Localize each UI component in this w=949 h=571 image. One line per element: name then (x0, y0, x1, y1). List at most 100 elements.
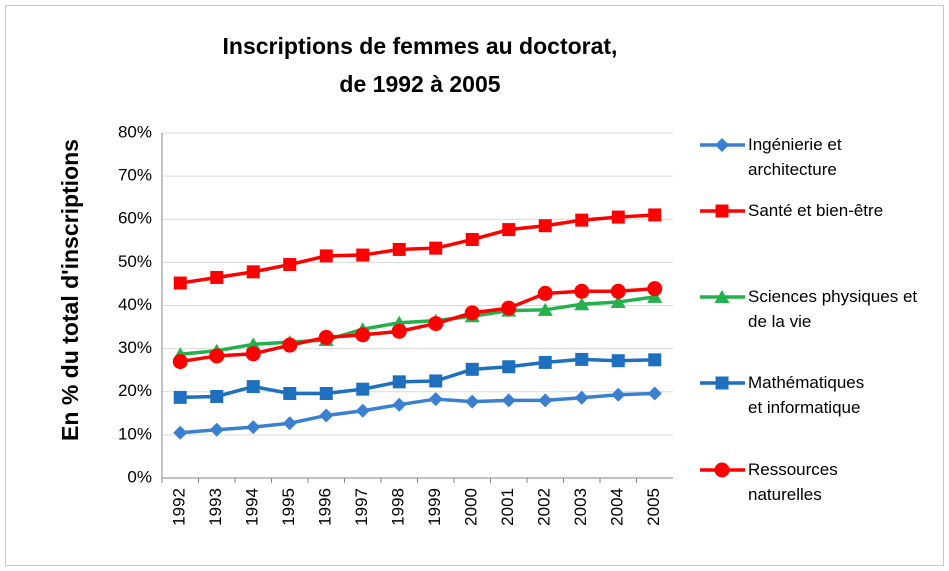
chart-title: de 1992 à 2005 (339, 71, 500, 97)
legend-label: Mathématiques et informatique (748, 373, 865, 417)
marker (209, 422, 224, 437)
marker (648, 208, 662, 222)
chart-title: Inscriptions de femmes au doctorat, (223, 33, 618, 59)
marker (429, 374, 443, 388)
y-tick-label: 30% (118, 338, 152, 357)
marker (610, 295, 626, 309)
marker (574, 297, 590, 311)
y-tick-label: 80% (118, 122, 152, 141)
x-tick-label: 2004 (608, 488, 627, 526)
marker (715, 138, 729, 152)
x-tick-label: 1997 (352, 488, 371, 526)
marker (647, 289, 663, 303)
marker (465, 394, 480, 409)
marker (714, 290, 730, 303)
marker (537, 285, 553, 301)
marker (538, 219, 552, 233)
x-tick-label: 1993 (206, 488, 225, 526)
marker (647, 386, 662, 401)
y-tick-label: 60% (118, 209, 152, 228)
marker (172, 354, 188, 370)
x-tick-label: 2003 (571, 488, 590, 526)
x-tick-label: 1996 (316, 488, 335, 526)
legend-label: Santé et bien-être (748, 201, 884, 220)
marker (502, 223, 516, 237)
marker (355, 403, 370, 418)
marker (392, 375, 406, 389)
marker (282, 337, 298, 353)
y-tick-label: 40% (118, 295, 152, 314)
marker (611, 210, 625, 224)
marker (173, 390, 187, 404)
marker (282, 416, 297, 431)
marker (429, 241, 443, 255)
marker (392, 242, 406, 256)
x-tick-label: 2001 (498, 488, 517, 526)
legend-label: Sciences physiques et de la vie (748, 287, 918, 331)
y-tick-label: 70% (118, 166, 152, 185)
marker (574, 283, 590, 299)
series-line (180, 295, 655, 356)
marker (356, 248, 370, 262)
marker (648, 353, 662, 367)
marker (610, 283, 626, 299)
marker (319, 386, 333, 400)
marker (714, 462, 730, 478)
y-tick-label: 0% (127, 467, 152, 486)
marker (392, 397, 407, 412)
marker (538, 355, 552, 369)
marker (465, 233, 479, 247)
marker (319, 249, 333, 263)
marker (538, 393, 553, 408)
x-tick-label: 2002 (535, 488, 554, 526)
marker (428, 316, 444, 332)
marker (715, 376, 729, 390)
marker (283, 386, 297, 400)
legend-label: Ingénierie et architecture (748, 135, 842, 179)
marker (501, 300, 517, 316)
marker (574, 390, 589, 405)
y-tick-label: 20% (118, 381, 152, 400)
marker (210, 270, 224, 284)
marker (283, 258, 297, 272)
marker (715, 204, 729, 218)
x-tick-label: 1992 (170, 488, 189, 526)
marker (355, 327, 371, 343)
x-tick-label: 1995 (279, 488, 298, 526)
marker (246, 380, 260, 394)
marker (465, 362, 479, 376)
marker (501, 393, 516, 408)
marker (464, 305, 480, 321)
marker (575, 352, 589, 366)
legend-label: Ressources naturelles (748, 460, 838, 504)
marker (210, 389, 224, 403)
marker (173, 425, 188, 440)
marker (246, 420, 261, 435)
x-tick-label: 1994 (243, 488, 262, 526)
x-tick-label: 2005 (644, 488, 663, 526)
marker (318, 329, 334, 345)
marker (537, 302, 553, 316)
marker (611, 387, 626, 402)
x-tick-label: 1999 (425, 488, 444, 526)
marker (356, 382, 370, 396)
marker (246, 265, 260, 279)
marker (245, 346, 261, 362)
marker (319, 408, 334, 423)
marker (245, 337, 261, 351)
marker (502, 360, 516, 374)
marker (428, 392, 443, 407)
marker (173, 276, 187, 290)
x-tick-label: 2000 (462, 488, 481, 526)
x-tick-label: 1998 (389, 488, 408, 526)
y-tick-label: 50% (118, 252, 152, 271)
marker (647, 281, 663, 297)
y-tick-label: 10% (118, 424, 152, 443)
marker (611, 354, 625, 368)
marker (391, 323, 407, 339)
marker (209, 348, 225, 364)
y-axis-label: En % du total d'inscriptions (57, 139, 83, 441)
marker (575, 213, 589, 227)
